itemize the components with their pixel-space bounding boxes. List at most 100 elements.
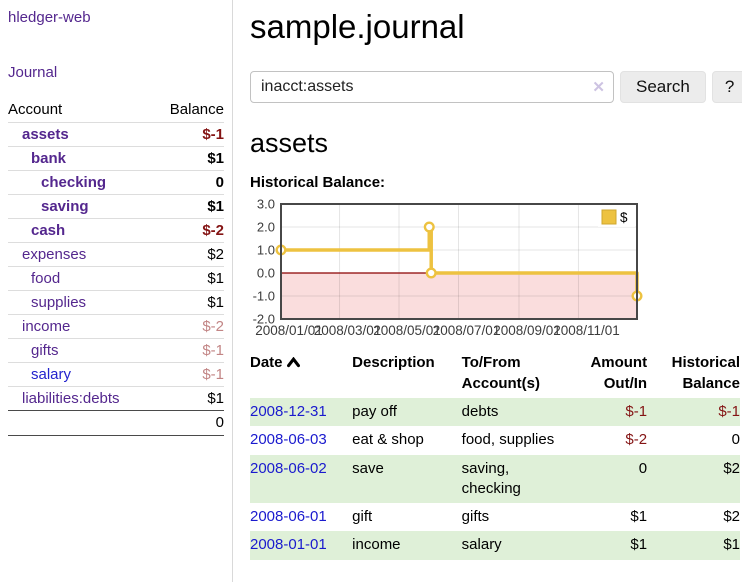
account-link[interactable]: salary [31, 366, 72, 383]
register-amount: $1 [630, 536, 648, 554]
chart-title: Historical Balance: [250, 174, 386, 191]
main-content: sample.journal ✕ Search ? assets Histori… [233, 0, 742, 582]
account-row: liabilities:debts $1 [8, 386, 224, 411]
register-header-description: Description [352, 354, 435, 371]
y-tick-label: 0.0 [257, 266, 275, 281]
account-link[interactable]: expenses [22, 246, 87, 263]
account-link[interactable]: assets [22, 126, 69, 143]
account-link[interactable]: bank [31, 150, 67, 167]
register-header-row: Date Description To/From Account(s) Amou… [250, 348, 740, 398]
account-link[interactable]: liabilities:debts [22, 390, 120, 407]
register-date-link[interactable]: 2008-12-31 [250, 403, 327, 420]
register-balance: $-1 [718, 403, 740, 420]
account-row: bank $1 [8, 146, 224, 171]
account-row: cash $-2 [8, 218, 224, 243]
register-header-balance: Historical Balance [671, 354, 740, 392]
account-row: saving $1 [8, 194, 224, 219]
account-balance: 0 [153, 170, 224, 195]
app-title-link[interactable]: hledger-web [8, 9, 91, 26]
register-date-link[interactable]: 2008-06-03 [250, 431, 327, 449]
accounts-total-row: 0 [8, 410, 224, 436]
sidebar: hledger-web Journal Account Balance asse… [0, 0, 233, 582]
account-balance: $1 [153, 290, 224, 315]
y-tick-label: 3.0 [257, 197, 275, 212]
account-balance: $1 [153, 194, 224, 219]
register-body: 2008-12-31 pay off debts $-1 $-1 2008-06… [250, 398, 740, 560]
register-date-link[interactable]: 2008-06-01 [250, 508, 327, 525]
account-row: income $-2 [8, 314, 224, 339]
account-heading: assets [250, 128, 329, 158]
x-tick-label: 2008/01/01 [255, 323, 323, 338]
register-amount: $-1 [625, 403, 648, 420]
register-header-date[interactable]: Date [250, 348, 344, 398]
register-row: 2008-01-01 income salary $1 $1 [250, 531, 740, 560]
account-row: expenses $2 [8, 242, 224, 267]
register-amount: $1 [630, 508, 648, 525]
y-tick-label: -1.0 [253, 289, 275, 304]
plot-border [280, 203, 638, 320]
page-title: sample.journal [250, 8, 465, 45]
account-link[interactable]: income [22, 318, 71, 335]
register-table: Date Description To/From Account(s) Amou… [250, 348, 740, 560]
account-link[interactable]: supplies [31, 294, 87, 311]
register-balance: $2 [723, 508, 740, 525]
accounts-total-spacer [8, 410, 154, 436]
clear-search-icon[interactable]: ✕ [592, 79, 605, 96]
register-amount: $-2 [625, 431, 648, 449]
accounts-body: assets $-1 bank $1 checking 0 saving $1 … [8, 122, 224, 411]
account-balance: $1 [153, 386, 224, 411]
account-link[interactable]: gifts [31, 342, 59, 359]
accounts-header-account: Account [8, 101, 63, 118]
nav-journal: Journal [8, 64, 224, 82]
account-link[interactable]: cash [31, 222, 66, 239]
search-wrap: ✕ [250, 71, 614, 103]
account-balance: $-1 [153, 122, 224, 147]
data-point-marker [423, 221, 435, 233]
accounts-header-balance: Balance [169, 101, 224, 118]
legend-label: $ [620, 210, 628, 225]
register-tofrom: gifts [461, 508, 490, 525]
account-row: gifts $-1 [8, 338, 224, 363]
register-header-amount: Amount Out/In [590, 354, 648, 392]
register-date-link[interactable]: 2008-06-02 [250, 459, 327, 477]
account-balance: $-2 [153, 218, 224, 243]
register-description: pay off [352, 403, 397, 420]
help-button[interactable]: ? [711, 71, 742, 103]
search-form: ✕ Search ? [250, 71, 742, 103]
register-balance: 0 [731, 431, 740, 449]
x-tick-label: 2008/09/01 [493, 323, 561, 338]
account-row: assets $-1 [8, 122, 224, 147]
register-tofrom: saving, checking [461, 459, 521, 497]
search-button[interactable]: Search [620, 71, 706, 103]
register-row: 2008-12-31 pay off debts $-1 $-1 [250, 398, 740, 427]
account-link[interactable]: food [31, 270, 61, 287]
negative-region [281, 273, 637, 319]
register-date-link[interactable]: 2008-01-01 [250, 536, 327, 554]
account-balance: $-2 [153, 314, 224, 339]
account-link[interactable]: checking [41, 174, 107, 191]
nav-journal-link[interactable]: Journal [8, 64, 58, 81]
app-title: hledger-web [8, 9, 224, 27]
account-balance: $-1 [153, 362, 224, 387]
register-tofrom: food, supplies [461, 431, 555, 449]
register-tofrom: debts [461, 403, 499, 420]
y-tick-label: 1.0 [257, 243, 275, 258]
register-header-date-label: Date [250, 354, 283, 371]
account-row: checking 0 [8, 170, 224, 195]
search-input[interactable] [250, 71, 614, 103]
account-link[interactable]: saving [41, 198, 89, 215]
register-description: gift [352, 508, 373, 525]
data-point-marker [425, 267, 437, 279]
account-balance: $1 [153, 146, 224, 171]
y-tick-label: 2.0 [257, 220, 275, 235]
accounts-total-value: 0 [153, 410, 224, 436]
account-balance: $-1 [153, 338, 224, 363]
register-balance: $2 [723, 459, 740, 477]
account-balance: $2 [153, 242, 224, 267]
account-row: supplies $1 [8, 290, 224, 315]
register-row: 2008-06-03 eat & shop food, supplies $-2… [250, 426, 740, 454]
register-balance: $1 [723, 536, 740, 554]
register-header-tofrom: To/From Account(s) [461, 354, 541, 392]
register-description: save [352, 459, 384, 477]
